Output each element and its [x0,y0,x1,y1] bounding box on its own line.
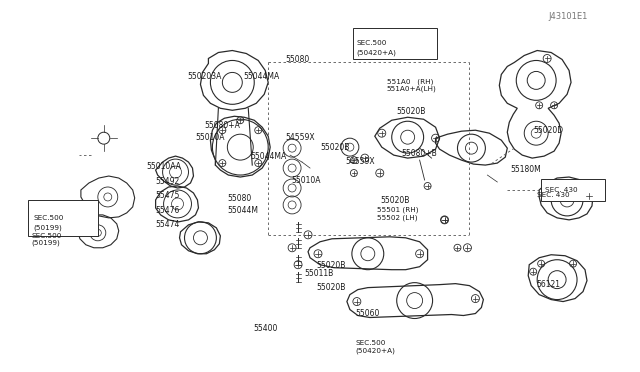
Text: 55020B: 55020B [317,283,346,292]
Text: 55020D: 55020D [534,126,564,135]
Text: 55474: 55474 [156,221,180,230]
Text: 54559X: 54559X [285,133,314,142]
Text: 55020B: 55020B [320,142,349,151]
Text: 55044M: 55044M [228,206,259,215]
Text: 55011B: 55011B [304,269,333,278]
Text: (50199): (50199) [33,225,62,231]
Text: 55501 (RH)
55502 (LH): 55501 (RH) 55502 (LH) [378,207,419,221]
Text: 54559X: 54559X [346,157,375,166]
Text: 55020B: 55020B [397,107,426,116]
Text: 55080+A: 55080+A [204,122,240,131]
Text: 56121: 56121 [537,280,561,289]
Text: (50420+A): (50420+A) [357,49,397,56]
Text: 55020B: 55020B [381,196,410,205]
FancyBboxPatch shape [28,200,98,236]
Text: 55010A: 55010A [196,132,225,142]
Text: 55010A: 55010A [291,176,321,185]
Text: 551A0   (RH)
551A0+A(LH): 551A0 (RH) 551A0+A(LH) [387,78,436,92]
Text: 55080: 55080 [228,195,252,203]
Text: 55044MA: 55044MA [250,152,286,161]
Text: SEC.500
(50420+A): SEC.500 (50420+A) [355,340,395,354]
Text: SEC.500
(50199): SEC.500 (50199) [32,233,62,247]
Text: 55476: 55476 [156,206,180,215]
Text: 55044MA: 55044MA [243,72,280,81]
Text: 55060: 55060 [355,310,380,318]
Text: SEC.500: SEC.500 [33,215,63,221]
FancyBboxPatch shape [353,28,436,60]
Text: SEC. 430: SEC. 430 [537,192,570,198]
Text: J43101E1: J43101E1 [548,12,588,21]
Text: 55492: 55492 [156,177,180,186]
Text: 55020B: 55020B [317,261,346,270]
FancyBboxPatch shape [541,179,605,201]
Text: 55400: 55400 [253,324,277,333]
Text: 550203A: 550203A [188,72,221,81]
Text: SEC. 430: SEC. 430 [545,187,578,193]
Text: SEC.500: SEC.500 [357,39,387,45]
Text: 55080: 55080 [285,55,309,64]
Text: 55475: 55475 [156,191,180,200]
Text: 55180M: 55180M [510,165,541,174]
Text: 55080+B: 55080+B [402,149,437,158]
Text: 55010AA: 55010AA [147,162,182,171]
